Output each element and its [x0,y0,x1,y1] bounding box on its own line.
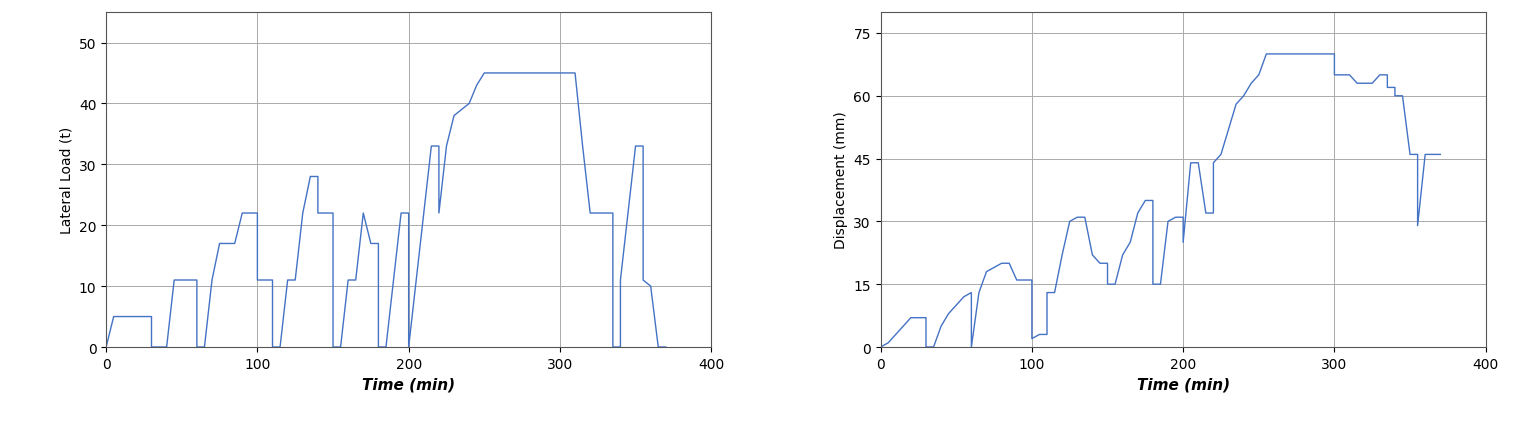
Y-axis label: Displacement (mm): Displacement (mm) [834,112,847,249]
X-axis label: Time (min): Time (min) [1137,376,1229,391]
Y-axis label: Lateral Load (t): Lateral Load (t) [59,127,73,233]
X-axis label: Time (min): Time (min) [362,376,455,391]
